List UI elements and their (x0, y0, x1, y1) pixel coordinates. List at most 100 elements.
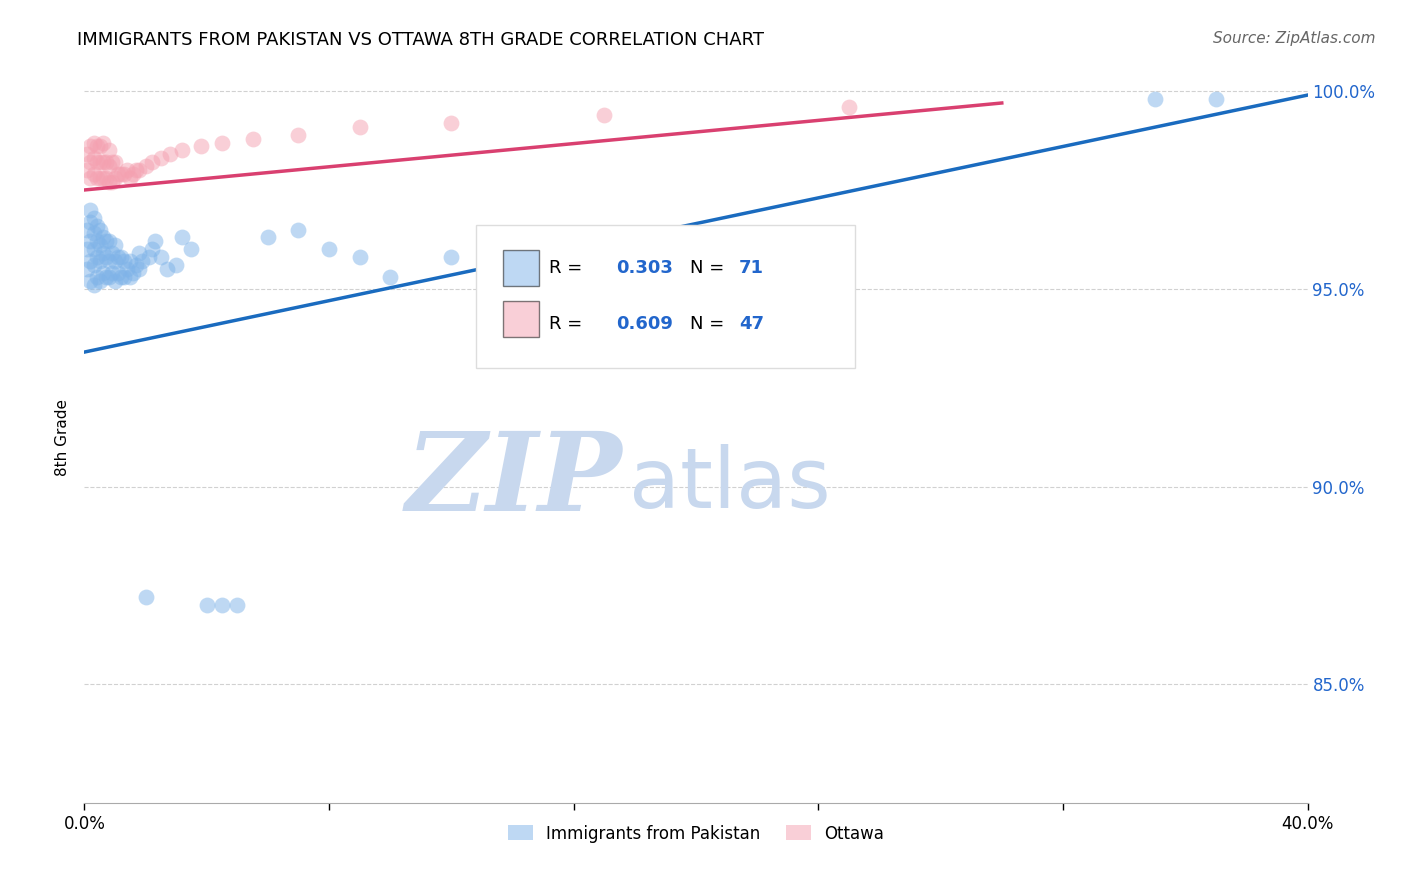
Point (94, 171, 117, 186)
Point (97, 159, 120, 173)
Point (112, 269, 135, 284)
Point (89, 155, 111, 169)
FancyBboxPatch shape (503, 301, 540, 337)
FancyBboxPatch shape (503, 250, 540, 286)
Point (97, 144, 120, 158)
Point (211, 136, 233, 150)
Point (172, 144, 194, 158)
Point (94, 250, 117, 264)
Point (1143, 92, 1166, 106)
Point (110, 250, 132, 264)
Point (165, 258, 187, 272)
Point (143, 235, 166, 249)
Point (83, 211, 105, 225)
Text: R =: R = (550, 259, 588, 277)
Point (190, 139, 212, 153)
Point (172, 230, 194, 244)
Point (101, 175, 124, 189)
Point (83, 136, 105, 150)
Point (110, 269, 132, 284)
Text: N =: N = (690, 259, 730, 277)
Point (89, 222, 111, 236)
Point (91, 171, 114, 186)
Point (86, 171, 108, 186)
Point (149, 152, 172, 166)
Point (86, 235, 108, 249)
Y-axis label: 8th Grade: 8th Grade (55, 399, 70, 475)
Point (83, 277, 105, 292)
Point (83, 258, 105, 272)
Point (115, 163, 138, 178)
Point (83, 227, 105, 241)
Point (89, 254, 111, 268)
Point (440, 250, 463, 264)
Point (104, 254, 127, 268)
Point (83, 152, 105, 166)
Point (120, 171, 142, 186)
Point (86, 250, 108, 264)
Point (242, 131, 264, 145)
Point (104, 238, 127, 252)
Text: R =: R = (550, 316, 588, 334)
Point (131, 254, 153, 268)
Point (531, 235, 554, 249)
Point (838, 100, 860, 114)
Point (122, 266, 145, 280)
Legend: Immigrants from Pakistan, Ottawa: Immigrants from Pakistan, Ottawa (502, 818, 890, 849)
Point (107, 250, 129, 264)
Text: atlas: atlas (628, 444, 831, 525)
Point (101, 266, 124, 280)
Point (89, 171, 111, 186)
Point (94, 269, 117, 284)
Point (112, 167, 135, 181)
Point (86, 139, 108, 153)
Point (91, 246, 114, 260)
Point (83, 167, 105, 181)
Point (79, 214, 101, 228)
Point (120, 254, 142, 268)
Point (141, 155, 163, 169)
Point (79, 155, 101, 169)
Point (104, 155, 127, 169)
Text: N =: N = (690, 316, 730, 334)
Point (149, 250, 172, 264)
Text: 0.609: 0.609 (616, 316, 673, 334)
Point (79, 139, 101, 153)
Point (79, 235, 101, 249)
Point (76, 147, 98, 161)
Point (76, 163, 98, 178)
Text: Source: ZipAtlas.com: Source: ZipAtlas.com (1212, 31, 1375, 46)
Point (380, 269, 402, 284)
Point (104, 171, 127, 186)
Point (97, 235, 120, 249)
Point (79, 171, 101, 186)
Point (180, 242, 202, 256)
Point (104, 274, 127, 288)
Point (128, 163, 150, 178)
Point (440, 116, 463, 130)
Point (86, 219, 108, 233)
Point (91, 136, 114, 150)
Point (79, 202, 101, 217)
Text: 47: 47 (738, 316, 763, 334)
Point (97, 269, 120, 284)
Point (135, 591, 157, 605)
Point (226, 598, 249, 612)
Point (141, 242, 163, 256)
Point (349, 250, 371, 264)
Point (318, 242, 340, 256)
Point (122, 167, 145, 181)
Point (1205, 92, 1227, 106)
Point (107, 266, 129, 280)
Point (91, 230, 114, 244)
Point (97, 254, 120, 268)
Point (97, 175, 120, 189)
Point (89, 139, 111, 153)
Point (91, 266, 114, 280)
Point (349, 120, 371, 134)
Point (107, 167, 129, 181)
Point (211, 598, 233, 612)
Point (94, 235, 117, 249)
Point (138, 250, 160, 264)
Text: 0.303: 0.303 (616, 259, 673, 277)
